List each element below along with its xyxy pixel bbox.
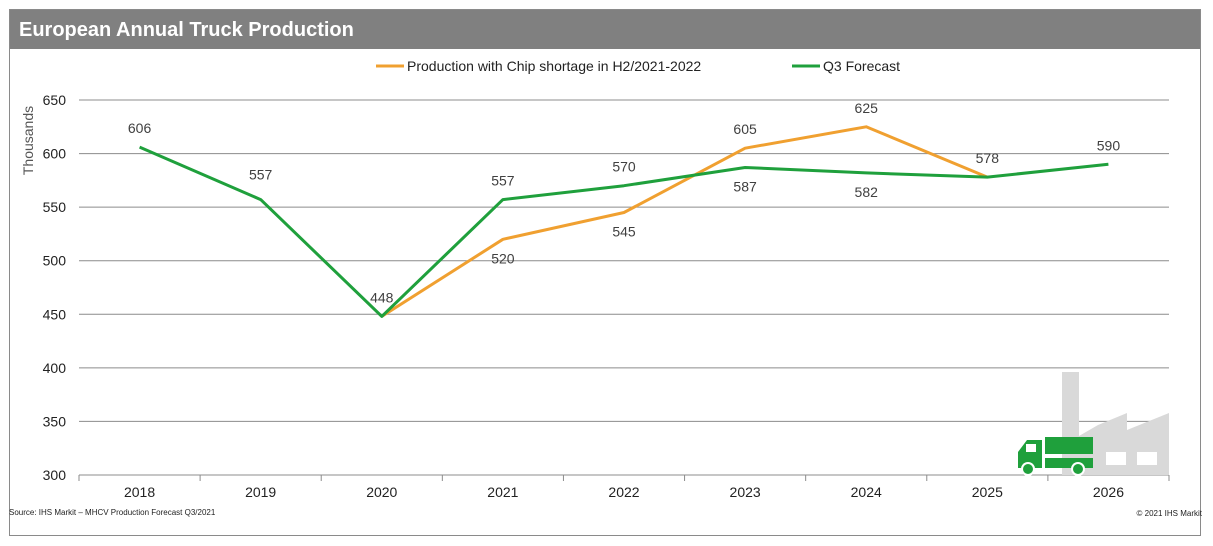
data-label: 590 (1097, 137, 1121, 153)
y-axis-title: Thousands (20, 106, 36, 175)
data-label: 582 (855, 184, 879, 200)
y-tick-label: 450 (43, 306, 67, 322)
data-label: 448 (370, 289, 394, 305)
y-tick-label: 350 (43, 413, 67, 429)
x-tick-label: 2021 (487, 484, 518, 500)
chart-title: European Annual Truck Production (10, 10, 1200, 49)
y-tick-label: 550 (43, 199, 67, 215)
chart-frame: European Annual Truck Production (9, 9, 1201, 536)
data-label: 578 (976, 150, 1000, 166)
series-line-q3-forecast (139, 145, 1109, 318)
x-tick-label: 2023 (730, 484, 761, 500)
x-tick-label: 2019 (245, 484, 276, 500)
x-tick-label: 2024 (851, 484, 882, 500)
legend-item-chip-shortage: Production with Chip shortage in H2/2021… (376, 58, 701, 74)
y-tick-label: 650 (43, 92, 67, 108)
x-tick-label: 2020 (366, 484, 397, 500)
data-label: 557 (249, 167, 273, 183)
source-note: Source: IHS Markit – MHCV Production For… (9, 508, 216, 517)
legend-item-q3-forecast: Q3 Forecast (792, 58, 900, 74)
legend-label: Production with Chip shortage in H2/2021… (407, 58, 701, 74)
y-tick-label: 600 (43, 146, 67, 162)
legend-label: Q3 Forecast (823, 58, 900, 74)
copyright-note: © 2021 IHS Markit (1136, 509, 1202, 518)
x-tick-label: 2026 (1093, 484, 1124, 500)
x-tick-label: 2025 (972, 484, 1003, 500)
data-label: 545 (612, 224, 636, 240)
series-line-chip-shortage (380, 125, 988, 318)
y-tick-label: 500 (43, 253, 67, 269)
data-label: 557 (491, 173, 515, 189)
data-label: 625 (855, 100, 879, 116)
x-tick-label: 2022 (608, 484, 639, 500)
truck-factory-icon (1018, 372, 1169, 476)
data-label: 520 (491, 250, 515, 266)
data-label: 605 (733, 121, 757, 137)
y-tick-label: 400 (43, 360, 67, 376)
y-tick-label: 300 (43, 467, 67, 483)
x-tick-label: 2018 (124, 484, 155, 500)
data-label: 570 (612, 159, 636, 175)
data-label: 606 (128, 120, 152, 136)
data-label: 587 (733, 179, 757, 195)
